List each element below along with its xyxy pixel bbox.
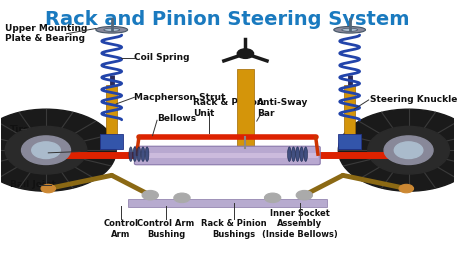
Bar — [100, 134, 123, 149]
Circle shape — [142, 190, 158, 200]
Text: Inner Socket
Assembly
(Inside Bellows): Inner Socket Assembly (Inside Bellows) — [262, 209, 337, 239]
Circle shape — [21, 136, 71, 164]
FancyBboxPatch shape — [135, 146, 320, 165]
Circle shape — [296, 190, 312, 200]
Text: Anti-Sway
Bar: Anti-Sway Bar — [257, 98, 308, 118]
Circle shape — [394, 142, 423, 159]
Text: Rack & Pinion
Unit: Rack & Pinion Unit — [193, 98, 264, 118]
Bar — [237, 69, 254, 154]
Ellipse shape — [129, 147, 133, 161]
Text: Coil Spring: Coil Spring — [135, 53, 190, 62]
Circle shape — [0, 109, 116, 191]
Text: Ball Joint: Ball Joint — [10, 180, 55, 189]
Circle shape — [264, 193, 281, 203]
Circle shape — [399, 184, 413, 193]
Ellipse shape — [304, 147, 308, 161]
Text: Macpherson Strut: Macpherson Strut — [135, 93, 226, 102]
Circle shape — [338, 109, 474, 191]
Text: Control Arm
Bushing: Control Arm Bushing — [137, 219, 195, 239]
Text: Control
Arm: Control Arm — [103, 219, 138, 239]
Text: Upper Mounting
Plate & Bearing: Upper Mounting Plate & Bearing — [5, 24, 88, 43]
Circle shape — [384, 136, 433, 164]
Ellipse shape — [133, 147, 137, 161]
Circle shape — [5, 126, 87, 174]
Circle shape — [368, 126, 449, 174]
Text: Outer
Tie-Rod End: Outer Tie-Rod End — [10, 143, 71, 163]
Ellipse shape — [104, 28, 119, 31]
Circle shape — [174, 193, 190, 203]
Ellipse shape — [342, 28, 357, 31]
Bar — [137, 153, 318, 158]
Ellipse shape — [334, 27, 365, 33]
Ellipse shape — [288, 147, 291, 161]
Bar — [106, 85, 117, 138]
Text: Rack & Pinion
Bushings: Rack & Pinion Bushings — [201, 219, 267, 239]
Circle shape — [32, 142, 60, 159]
Ellipse shape — [145, 147, 149, 161]
Ellipse shape — [141, 147, 145, 161]
Text: Rack and Pinion Steering System: Rack and Pinion Steering System — [45, 10, 410, 29]
Circle shape — [237, 49, 254, 58]
Ellipse shape — [296, 147, 300, 161]
Bar — [128, 199, 327, 207]
Text: Tire: Tire — [10, 124, 30, 134]
Ellipse shape — [96, 27, 128, 33]
Circle shape — [41, 184, 55, 193]
Ellipse shape — [292, 147, 295, 161]
Ellipse shape — [300, 147, 303, 161]
Text: Steering Knuckle: Steering Knuckle — [370, 95, 457, 105]
Bar — [338, 134, 361, 149]
Ellipse shape — [137, 147, 141, 161]
Bar — [344, 85, 355, 138]
Text: Bellows: Bellows — [157, 114, 196, 123]
